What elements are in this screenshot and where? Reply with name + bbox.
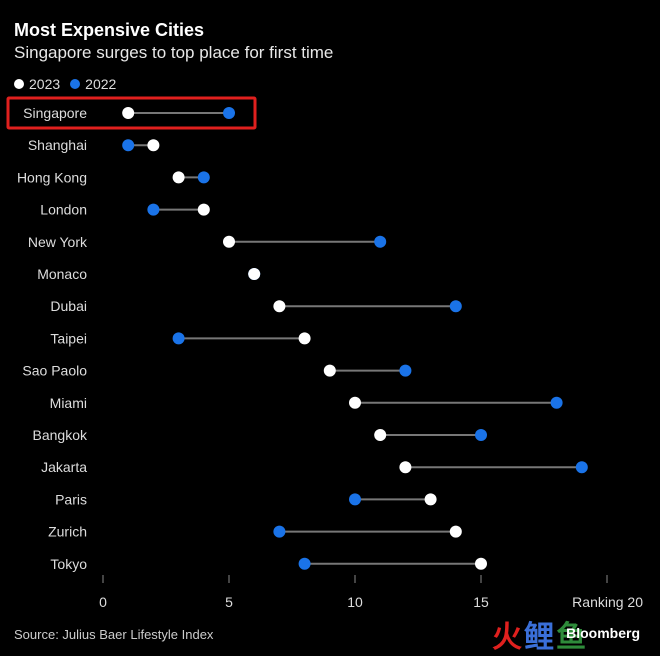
point-2023-taipei (298, 332, 311, 345)
point-2023-miami (349, 396, 361, 409)
row-label-shanghai: Shanghai (28, 137, 87, 153)
watermark-logo: 火鲤鱼 (492, 620, 588, 655)
legend-swatch-2023 (14, 79, 24, 89)
row-label-jakarta: Jakarta (41, 459, 87, 475)
row-label-dubai: Dubai (50, 298, 87, 314)
point-2023-singapore (122, 107, 135, 119)
point-2022-miami (550, 396, 563, 409)
dumbbell-chart: Singapore Shanghai Hong Kong London New York… (6, 96, 643, 610)
point-2023-jakarta (399, 461, 412, 474)
point-2022-sao-paolo (399, 364, 412, 377)
bloomberg-logo: Bloomberg (566, 625, 640, 641)
tick-label-15: 15 (473, 594, 489, 610)
row-label-zurich: Zurich (48, 524, 87, 540)
tick-label-10: 10 (347, 594, 363, 610)
point-2022-new-york (374, 235, 387, 248)
point-2023-tokyo (475, 557, 487, 570)
row-label-new-york: New York (28, 234, 88, 250)
point-2022-taipei (172, 332, 185, 345)
legend-item-2023: 2023 (14, 76, 60, 92)
row-label-sao-paolo: Sao Paolo (22, 363, 87, 379)
point-2023-london (197, 203, 210, 216)
legend-swatch-2022 (70, 79, 81, 89)
point-2022-shanghai (122, 139, 135, 152)
row-label-paris: Paris (55, 491, 87, 507)
point-2022-bangkok (475, 429, 487, 441)
point-2022-jakarta (575, 461, 588, 474)
point-2023-dubai (273, 300, 286, 313)
row-label-london: London (40, 202, 87, 218)
chart-title: Most Expensive Cities (14, 20, 205, 40)
highlight-box-singapore (6, 96, 257, 130)
tick-label-0: 0 (99, 594, 107, 610)
point-2022-tokyo (298, 557, 311, 570)
row-label-miami: Miami (50, 395, 87, 411)
point-2023-new-york (223, 235, 235, 248)
point-2022-dubai (449, 300, 462, 313)
point-2022-hong-kong (197, 171, 210, 184)
point-2022-zurich (273, 525, 286, 538)
row-label-monaco: Monaco (37, 266, 87, 282)
point-2023-hong-kong (172, 171, 185, 184)
legend: 2023 2022 (14, 76, 126, 92)
tick-label-20: Ranking 20 (572, 594, 643, 610)
tick-label-5: 5 (225, 594, 233, 610)
point-2022-singapore (223, 107, 235, 119)
point-2023-zurich (449, 525, 462, 538)
point-2022-london (147, 203, 160, 216)
row-label-taipei: Taipei (50, 330, 87, 346)
row-label-hong-kong: Hong Kong (17, 169, 87, 185)
row-label-tokyo: Tokyo (50, 556, 87, 572)
point-2023-bangkok (374, 429, 387, 441)
row-label-bangkok: Bangkok (33, 427, 88, 443)
point-2023-paris (424, 493, 437, 506)
chart-subtitle: Singapore surges to top place for first … (14, 43, 334, 62)
point-2023-sao-paolo (323, 364, 336, 377)
source-note: Source: Julius Baer Lifestyle Index (14, 627, 214, 642)
point-2023-shanghai (147, 139, 160, 152)
row-label-singapore: Singapore (23, 105, 87, 121)
point-2023-monaco (248, 268, 261, 280)
legend-label-2023: 2023 (29, 76, 61, 92)
point-2022-paris (349, 493, 361, 506)
legend-item-2022: 2022 (70, 76, 116, 92)
legend-label-2022: 2022 (85, 76, 117, 92)
